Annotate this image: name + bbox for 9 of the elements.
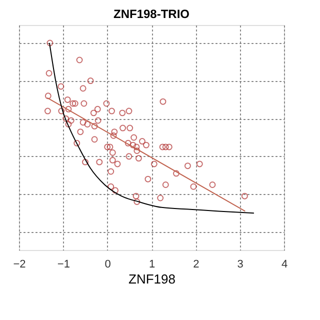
x-tick-label: 2 [193, 258, 200, 270]
x-tick-label: −2 [13, 258, 26, 270]
x-axis-title: ZNF198 [128, 272, 176, 286]
x-tick-label: 1 [148, 258, 156, 270]
x-tick-label: 4 [281, 258, 288, 270]
x-tick-label: 3 [237, 258, 244, 270]
x-tick-label: −1 [57, 258, 70, 270]
chart-title: ZNF198-TRIO [113, 7, 190, 21]
x-tick-label: 0 [104, 258, 111, 270]
